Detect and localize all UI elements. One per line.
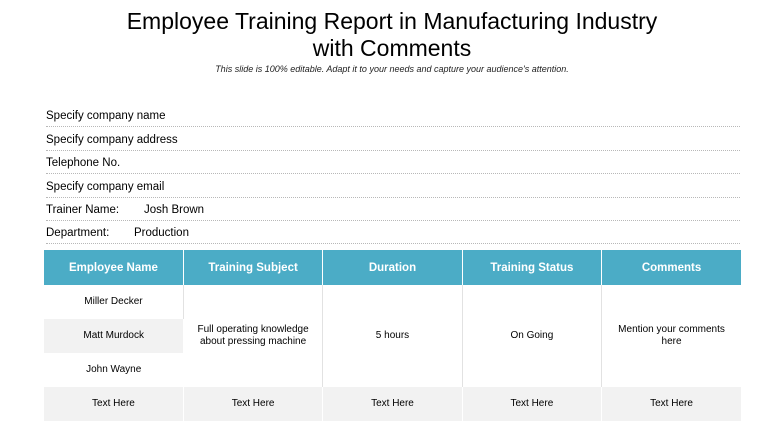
company-name-row: Specify company name [46, 104, 740, 128]
trainer-label: Trainer Name: [46, 203, 120, 216]
table-row: John Wayne [44, 353, 741, 387]
page-title: Employee Training Report in Manufacturin… [0, 8, 784, 62]
company-email-label: Specify company email [46, 180, 165, 193]
trainer-value: Josh Brown [144, 203, 205, 216]
training-status-cell: On Going [462, 285, 603, 387]
employee-name-cell: Matt Murdock [44, 319, 184, 353]
table-row: Miller Decker Full operating knowledge a… [44, 285, 741, 387]
company-email-row: Specify company email [46, 174, 740, 198]
employee-name-cell: John Wayne [44, 353, 184, 387]
column-header-duration: Duration [322, 250, 463, 285]
footer-cell: Text Here [183, 387, 324, 421]
training-subject-cell: Full operating knowledge about pressing … [183, 285, 324, 387]
department-value: Production [134, 227, 189, 240]
company-name-label: Specify company name [46, 110, 166, 123]
column-header-training-subject: Training Subject [183, 250, 324, 285]
telephone-row: Telephone No. [46, 151, 740, 175]
company-address-row: Specify company address [46, 127, 740, 151]
title-line-1: Employee Training Report in Manufacturin… [126, 8, 658, 34]
comments-cell: Mention your comments here [601, 285, 741, 387]
footer-cell: Text Here [462, 387, 603, 421]
department-row: Department: Production [46, 221, 740, 245]
department-label: Department: [46, 227, 110, 240]
column-header-employee-name: Employee Name [44, 250, 184, 285]
column-header-comments: Comments [601, 250, 741, 285]
trainer-row: Trainer Name: Josh Brown [46, 198, 740, 221]
training-table: Employee Name Training Subject Duration … [44, 250, 741, 421]
footer-cell: Text Here [322, 387, 463, 421]
title-line-2: with Comments [312, 35, 472, 61]
table-row: Matt Murdock [44, 319, 741, 353]
column-header-training-status: Training Status [462, 250, 603, 285]
footer-cell: Text Here [44, 387, 184, 421]
company-info-section: Specify company name Specify company add… [46, 104, 740, 245]
company-address-label: Specify company address [46, 133, 178, 146]
table-footer-row: Text Here Text Here Text Here Text Here … [44, 387, 741, 421]
employee-name-cell: Miller Decker [44, 285, 184, 319]
telephone-label: Telephone No. [46, 157, 121, 170]
table-header-row: Employee Name Training Subject Duration … [44, 250, 741, 285]
duration-cell: 5 hours [322, 285, 463, 387]
footer-cell: Text Here [601, 387, 741, 421]
page-subtitle: This slide is 100% editable. Adapt it to… [215, 64, 569, 74]
